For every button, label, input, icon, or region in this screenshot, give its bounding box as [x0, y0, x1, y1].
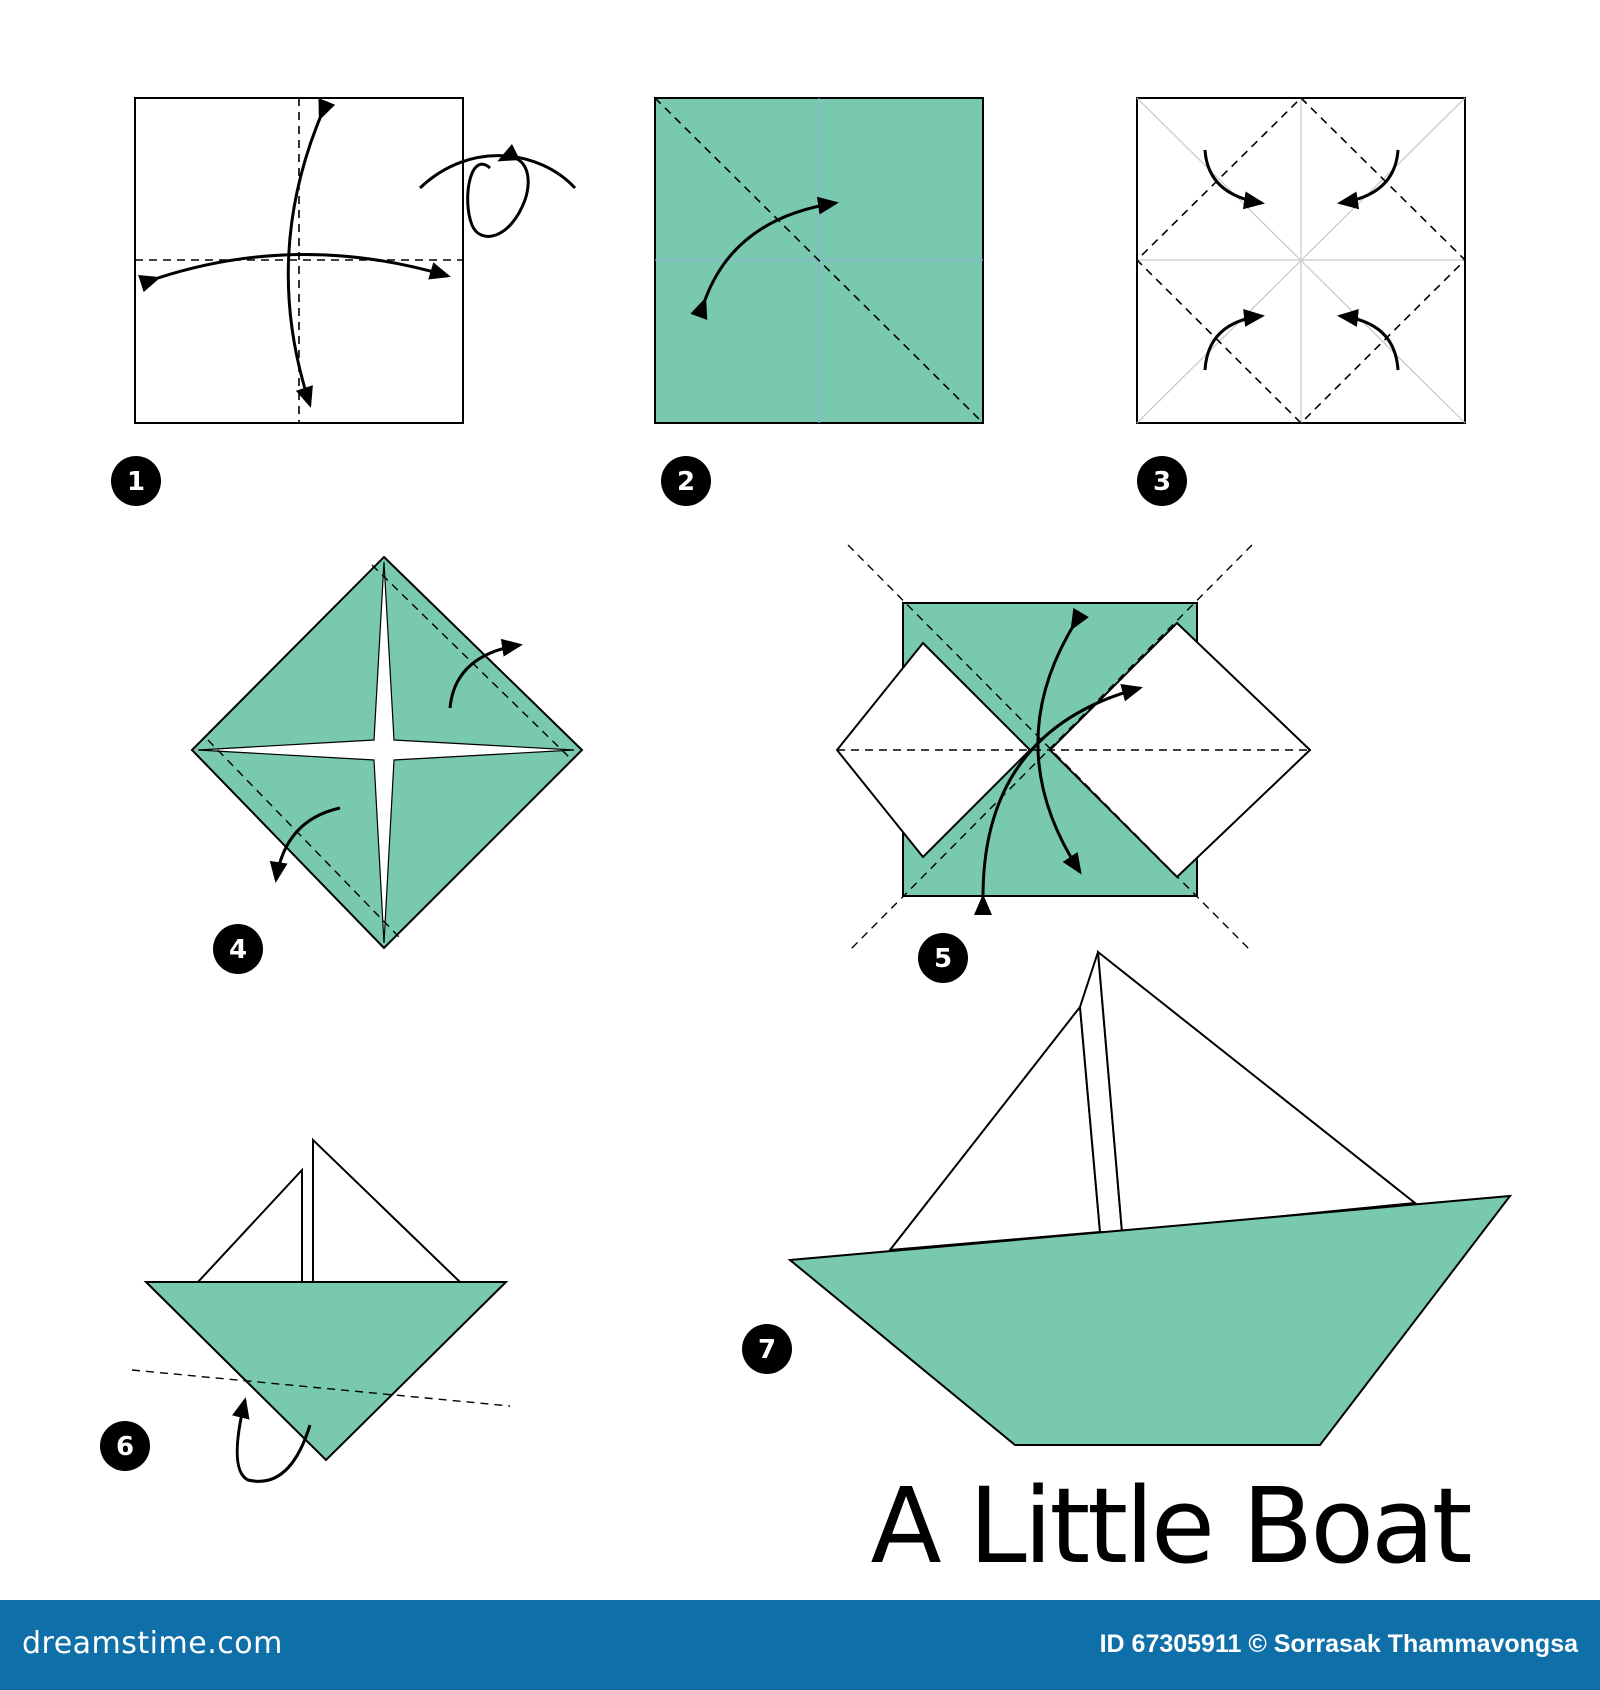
step-7-left-sail [887, 1004, 1102, 1252]
step-4-number: 4 [229, 935, 247, 965]
step-7-diagram: 7 [742, 949, 1513, 1446]
step-5-arrow-b [973, 683, 1143, 916]
step-1-badge [111, 456, 161, 506]
step-6-number: 6 [116, 1432, 134, 1462]
step-4-fold-line-lower [207, 739, 401, 939]
step-5-diagram: 5 [835, 544, 1312, 983]
step-3-arrow-top-right [1337, 149, 1400, 210]
step-1-vertical-fold-arrow [286, 97, 336, 408]
step-1-diagram: 1 [111, 97, 577, 506]
step-7-number: 7 [758, 1335, 776, 1365]
step-3-number: 3 [1153, 467, 1171, 497]
step-3-arrow-bottom-left [1203, 309, 1265, 371]
step-5-badge [918, 933, 968, 983]
step-2-badge [661, 456, 711, 506]
step-1-horizontal-fold-arrow [138, 253, 451, 293]
step-1-number: 1 [127, 467, 145, 497]
footer-brand[interactable]: dreamstime.com [22, 1626, 283, 1661]
step-5-number: 5 [934, 944, 952, 974]
step-2-fold-arrow [690, 196, 839, 320]
step-3-diagram: 3 [1135, 96, 1467, 506]
step-4-badge [213, 924, 263, 974]
step-6-fold-under-arrow [232, 1397, 312, 1483]
footer-bar: dreamstime.com ID 67305911 © Sorrasak Th… [0, 1600, 1600, 1690]
step-4-center-star [197, 561, 575, 944]
step-4-fold-line-upper [371, 564, 571, 759]
step-7-hull [787, 1194, 1513, 1446]
step-7-badge [742, 1324, 792, 1374]
step-2-number: 2 [677, 467, 695, 497]
step-3-arrow-bottom-right [1337, 309, 1400, 371]
step-6-fold-line [131, 1369, 511, 1407]
step-3-badge [1137, 456, 1187, 506]
step-4-arrow-down [269, 806, 341, 883]
step-6-hull [143, 1281, 509, 1462]
step-3-arrow-top-left [1203, 149, 1265, 210]
step-4-arrow-up [448, 638, 523, 709]
step-6-left-sail [195, 1167, 303, 1283]
step-4-diagram: 4 [190, 555, 584, 974]
origami-boat-diagram: 1 2 3 4 [100, 96, 1513, 1587]
step-6-badge [100, 1421, 150, 1471]
step-1-turn-over-arrow [418, 156, 577, 238]
step-6-diagram: 6 [100, 1137, 511, 1483]
step-7-right-sail [1096, 949, 1418, 1234]
step-2-diagram: 2 [654, 97, 984, 506]
diagram-title: A Little Boat [870, 1465, 1470, 1587]
step-6-right-sail [312, 1137, 463, 1283]
footer-credit: ID 67305911 © Sorrasak Thammavongsa [1099, 1630, 1578, 1658]
